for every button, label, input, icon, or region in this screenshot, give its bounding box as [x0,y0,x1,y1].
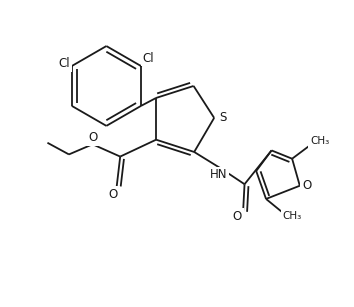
Text: O: O [88,131,97,144]
Text: Cl: Cl [143,52,154,65]
Text: CH₃: CH₃ [310,136,329,146]
Text: O: O [233,210,242,223]
Text: CH₃: CH₃ [282,212,302,221]
Text: HN: HN [210,169,227,181]
Text: Cl: Cl [58,57,70,70]
Text: O: O [109,188,118,201]
Text: O: O [302,179,311,192]
Text: S: S [219,111,227,124]
